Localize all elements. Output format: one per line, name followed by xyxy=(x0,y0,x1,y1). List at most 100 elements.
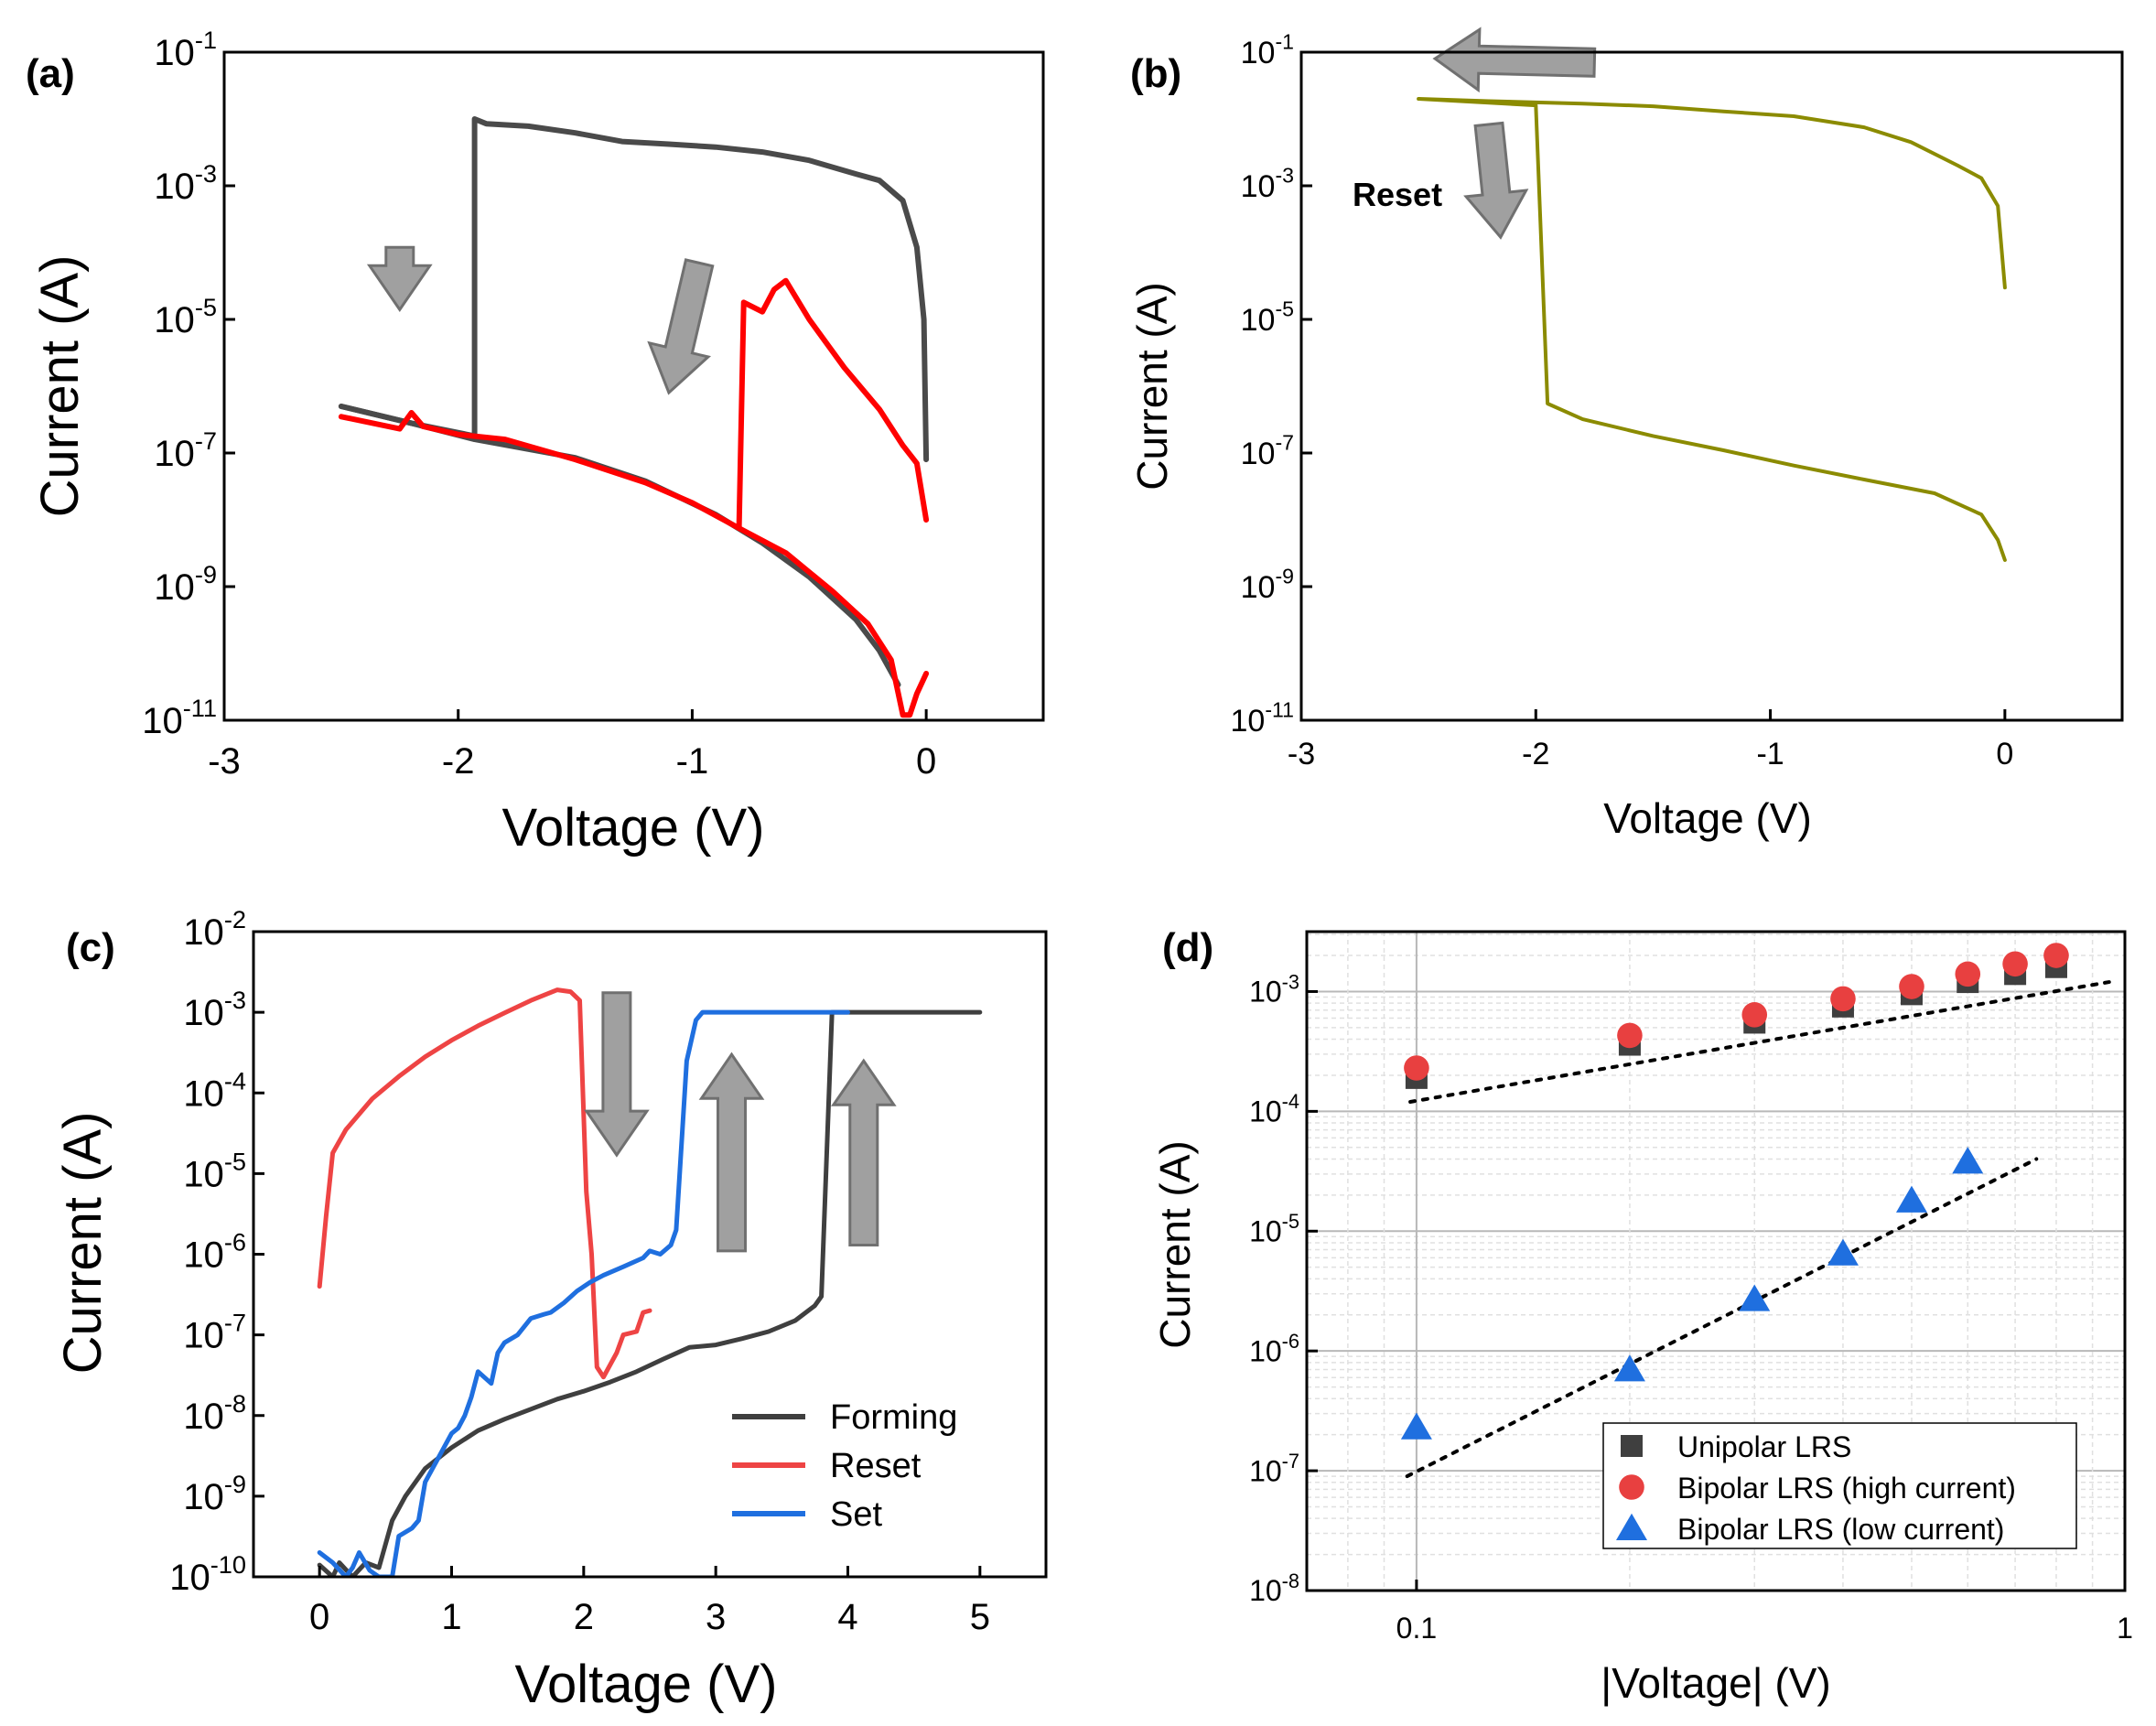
panel-d: (d) 0.1 1 10-8 10-7 10-6 10-5 10-4 10-3 Unipol… xyxy=(1151,925,2133,1707)
fit-layer-d xyxy=(1405,980,2111,1479)
data-point-d-1 xyxy=(1741,1002,1768,1028)
y-axis-label-d: Current (A) xyxy=(1151,1140,1199,1348)
series-line-a-2 xyxy=(338,277,930,532)
panel-label-d: (d) xyxy=(1162,925,1213,970)
y-tick-label-d: 10-5 xyxy=(1249,1210,1299,1247)
x-tick-label-a: 0 xyxy=(916,741,936,782)
y-tick-label-c: 10-7 xyxy=(183,1309,246,1356)
x-ticks-d: 0.1 1 xyxy=(1396,1580,2133,1645)
x-tick-label-b: 0 xyxy=(1996,737,2013,771)
series-layer-b xyxy=(1417,97,2007,562)
y-tick-label-b: 10-9 xyxy=(1241,565,1294,605)
y-tick-label-d: 10-3 xyxy=(1249,970,1299,1008)
data-point-d-2 xyxy=(1827,1238,1859,1266)
data-point-d-1 xyxy=(2043,943,2069,968)
x-tick-label-d: 0.1 xyxy=(1396,1612,1437,1645)
series-line-c-0 xyxy=(317,1009,983,1577)
y-tick-label-c: 10-5 xyxy=(183,1147,246,1194)
series-line-a-3 xyxy=(736,525,930,718)
x-tick-label-c: 1 xyxy=(441,1597,461,1637)
x-tick-label-a: -3 xyxy=(208,741,241,782)
y-tick-label-d: 10-7 xyxy=(1249,1450,1299,1487)
data-point-d-1 xyxy=(1404,1055,1429,1081)
x-ticks-c: 0 1 2 3 4 5 xyxy=(309,1566,990,1637)
y-tick-label-c: 10-10 xyxy=(169,1550,246,1598)
legend-marker-d xyxy=(1621,1435,1643,1457)
x-tick-label-a: -2 xyxy=(442,741,475,782)
y-tick-label-b: 10-11 xyxy=(1230,698,1294,739)
series-line-a-1 xyxy=(338,404,901,688)
data-point-d-1 xyxy=(1830,986,1856,1012)
fit-line-d-1 xyxy=(1405,1157,2039,1479)
x-axis-label-c: Voltage (V) xyxy=(515,1655,778,1714)
panel-c: (c) 0 1 2 3 4 5 10-10 10-9 10-8 10-7 10-6 10-5 10-4… xyxy=(53,905,1048,1714)
y-tick-label-c: 10-9 xyxy=(183,1470,246,1517)
y-tick-label-a: 10-3 xyxy=(154,159,217,207)
x-axis-label-b: Voltage (V) xyxy=(1603,794,1812,842)
data-point-d-1 xyxy=(1955,961,1981,987)
y-tick-label-d: 10-6 xyxy=(1249,1330,1299,1367)
x-tick-label-c: 3 xyxy=(706,1597,726,1637)
arrow-c-1 xyxy=(698,1052,765,1253)
x-tick-label-c: 0 xyxy=(309,1597,329,1637)
data-point-d-2 xyxy=(1613,1354,1645,1382)
y-tick-label-a: 10-7 xyxy=(154,426,217,474)
series-line-c-2 xyxy=(317,1009,850,1577)
data-point-d-1 xyxy=(1617,1022,1643,1049)
arrow-layer-c xyxy=(584,991,897,1253)
legend-marker-d xyxy=(1615,1513,1648,1540)
y-ticks-b: 10-11 10-9 10-7 10-5 10-3 10-1 xyxy=(1230,30,1312,739)
grid-d xyxy=(1306,932,2126,1591)
series-line-c-1 xyxy=(317,987,652,1380)
data-point-d-2 xyxy=(1400,1412,1432,1440)
y-tick-label-a: 10-5 xyxy=(154,293,217,340)
data-point-d-2 xyxy=(1952,1147,1984,1174)
y-tick-label-b: 10-7 xyxy=(1241,431,1294,471)
y-tick-label-b: 10-3 xyxy=(1241,164,1294,204)
arrow-layer-b xyxy=(1432,27,1597,240)
reset-annotation: Reset xyxy=(1353,176,1442,213)
y-ticks-a: 10-11 10-9 10-7 10-5 10-3 10-1 xyxy=(142,26,235,741)
legend-label-c: Set xyxy=(830,1495,882,1534)
legend-c: Forming Reset Set xyxy=(732,1398,957,1534)
arrow-c-2 xyxy=(830,1058,897,1246)
legend-label-d: Bipolar LRS (low current) xyxy=(1677,1513,2004,1546)
arrow-b-0 xyxy=(1432,27,1597,93)
y-ticks-c: 10-10 10-9 10-8 10-7 10-6 10-5 10-4 10-3 10-2 xyxy=(169,905,264,1598)
arrow-a-1 xyxy=(647,258,715,395)
legend-d: Unipolar LRS Bipolar LRS (high current) Bi… xyxy=(1602,1422,2077,1549)
y-tick-label-a: 10-1 xyxy=(154,26,217,73)
legend-label-c: Reset xyxy=(830,1447,922,1485)
x-ticks-b: -3 -2 -1 0 xyxy=(1288,709,2013,771)
x-axis-label-d: |Voltage| (V) xyxy=(1601,1659,1830,1707)
x-tick-label-b: -1 xyxy=(1756,737,1784,771)
panel-label-a: (a) xyxy=(26,51,75,96)
x-tick-label-c: 5 xyxy=(970,1597,990,1637)
x-tick-label-a: -1 xyxy=(676,741,709,782)
y-ticks-d: 10-8 10-7 10-6 10-5 10-4 10-3 xyxy=(1249,970,1318,1607)
y-tick-label-d: 10-4 xyxy=(1249,1090,1299,1127)
y-axis-label-a: Current (A) xyxy=(30,255,90,518)
y-tick-label-d: 10-8 xyxy=(1249,1570,1299,1607)
arrow-b-1 xyxy=(1463,121,1529,240)
y-tick-label-c: 10-6 xyxy=(183,1228,246,1276)
panel-b: (b) Reset -3 -2 -1 0 10-1110-910-710-510-31… xyxy=(1128,27,2124,842)
legend-marker-d xyxy=(1619,1474,1644,1500)
x-tick-label-b: -3 xyxy=(1288,737,1315,771)
y-axis-label-b: Current (A) xyxy=(1128,282,1176,490)
y-tick-label-c: 10-2 xyxy=(183,905,246,953)
y-tick-label-a: 10-11 xyxy=(142,694,217,741)
series-line-a-0 xyxy=(338,116,930,463)
y-tick-label-b: 10-1 xyxy=(1241,30,1294,70)
legend-box-d xyxy=(1602,1422,2077,1549)
y-tick-label-a: 10-9 xyxy=(154,560,217,608)
x-ticks-a: -3 -2 -1 0 xyxy=(208,709,936,782)
x-axis-label-a: Voltage (V) xyxy=(502,798,765,858)
arrow-c-0 xyxy=(584,991,650,1158)
x-tick-label-c: 4 xyxy=(837,1597,857,1637)
panel-a: (a) -3 -2 -1 0 10-11 10-9 10-7 10-5 10-3 10-1 Vo… xyxy=(26,26,1045,858)
panel-label-c: (c) xyxy=(66,925,115,970)
plot-frame-b xyxy=(1299,50,2124,722)
legend-label-d: Bipolar LRS (high current) xyxy=(1677,1472,2016,1505)
